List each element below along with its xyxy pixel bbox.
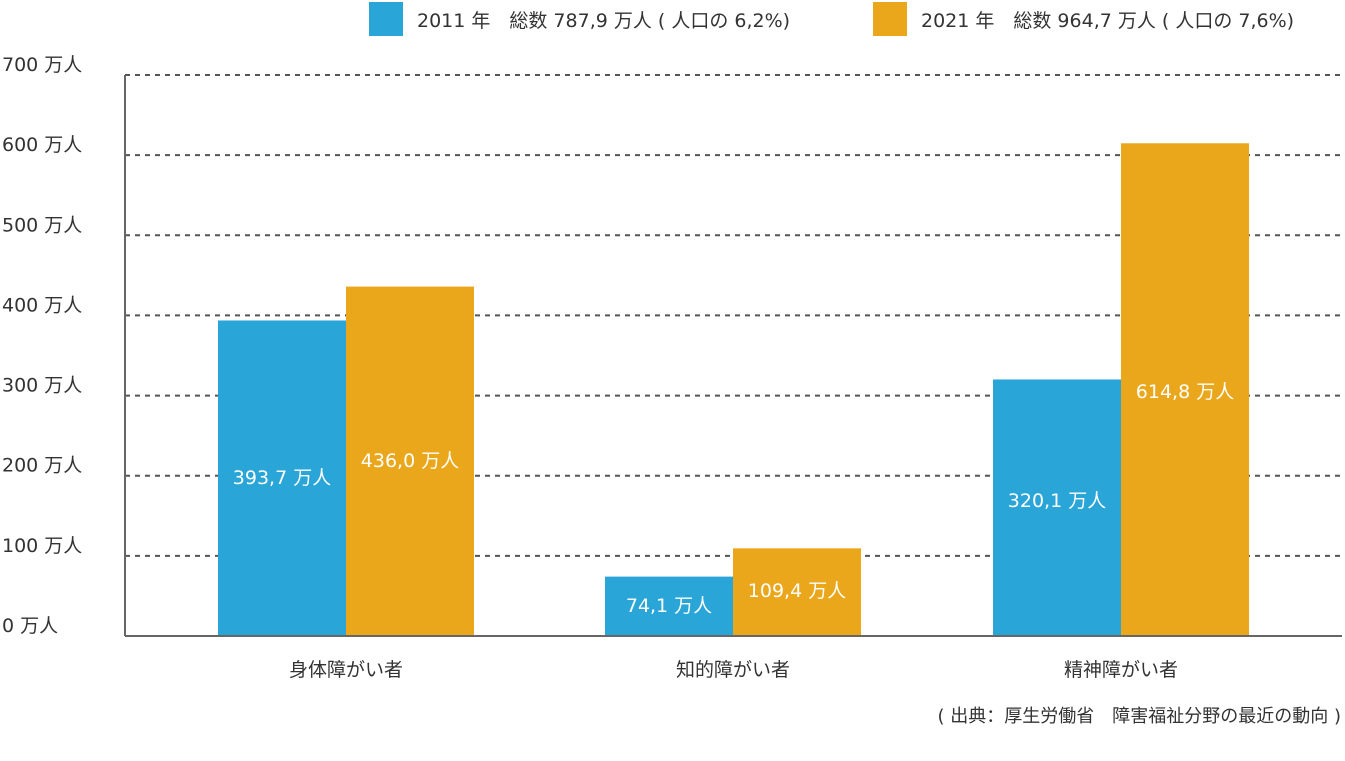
bar — [218, 320, 346, 636]
y-tick-label: 400 万人 — [2, 294, 82, 316]
legend-swatch-2011 — [369, 2, 403, 36]
source-note: ( 出典：厚生労働省 障害福祉分野の最近の動向 ) — [937, 706, 1342, 727]
legend-item-2021: 2021 年 総数 964,7 万人 ( 人口の 7,6%) — [873, 2, 1294, 36]
bar-value-label: 614,8 万人 — [1136, 381, 1234, 403]
x-tick-label: 身体障がい者 — [289, 659, 403, 681]
bar-value-label: 436,0 万人 — [361, 450, 459, 472]
bar — [1121, 143, 1249, 636]
y-tick-label: 300 万人 — [2, 375, 82, 397]
x-tick-label: 精神障がい者 — [1064, 659, 1178, 681]
bar — [346, 286, 474, 636]
y-tick-label: 500 万人 — [2, 214, 82, 236]
bar-value-label: 109,4 万人 — [748, 580, 846, 602]
legend-label-2021: 2021 年 総数 964,7 万人 ( 人口の 7,6%) — [921, 9, 1295, 32]
bar-value-label: 393,7 万人 — [233, 467, 331, 489]
legend-label-2011: 2011 年 総数 787,9 万人 ( 人口の 6,2%) — [417, 9, 791, 32]
y-tick-label: 100 万人 — [2, 535, 82, 557]
bar-value-label: 74,1 万人 — [626, 595, 712, 617]
y-tick-label: 200 万人 — [2, 455, 82, 477]
bar — [993, 379, 1121, 636]
legend-item-2011: 2011 年 総数 787,9 万人 ( 人口の 6,2%) — [369, 2, 790, 36]
bar — [733, 548, 861, 636]
y-tick-label: 0 万人 — [2, 615, 58, 637]
bar — [605, 576, 733, 636]
y-tick-label: 700 万人 — [2, 54, 82, 76]
y-tick-label: 600 万人 — [2, 134, 82, 156]
x-tick-label: 知的障がい者 — [676, 659, 790, 681]
bar-value-label: 320,1 万人 — [1008, 490, 1106, 512]
legend-swatch-2021 — [873, 2, 907, 36]
